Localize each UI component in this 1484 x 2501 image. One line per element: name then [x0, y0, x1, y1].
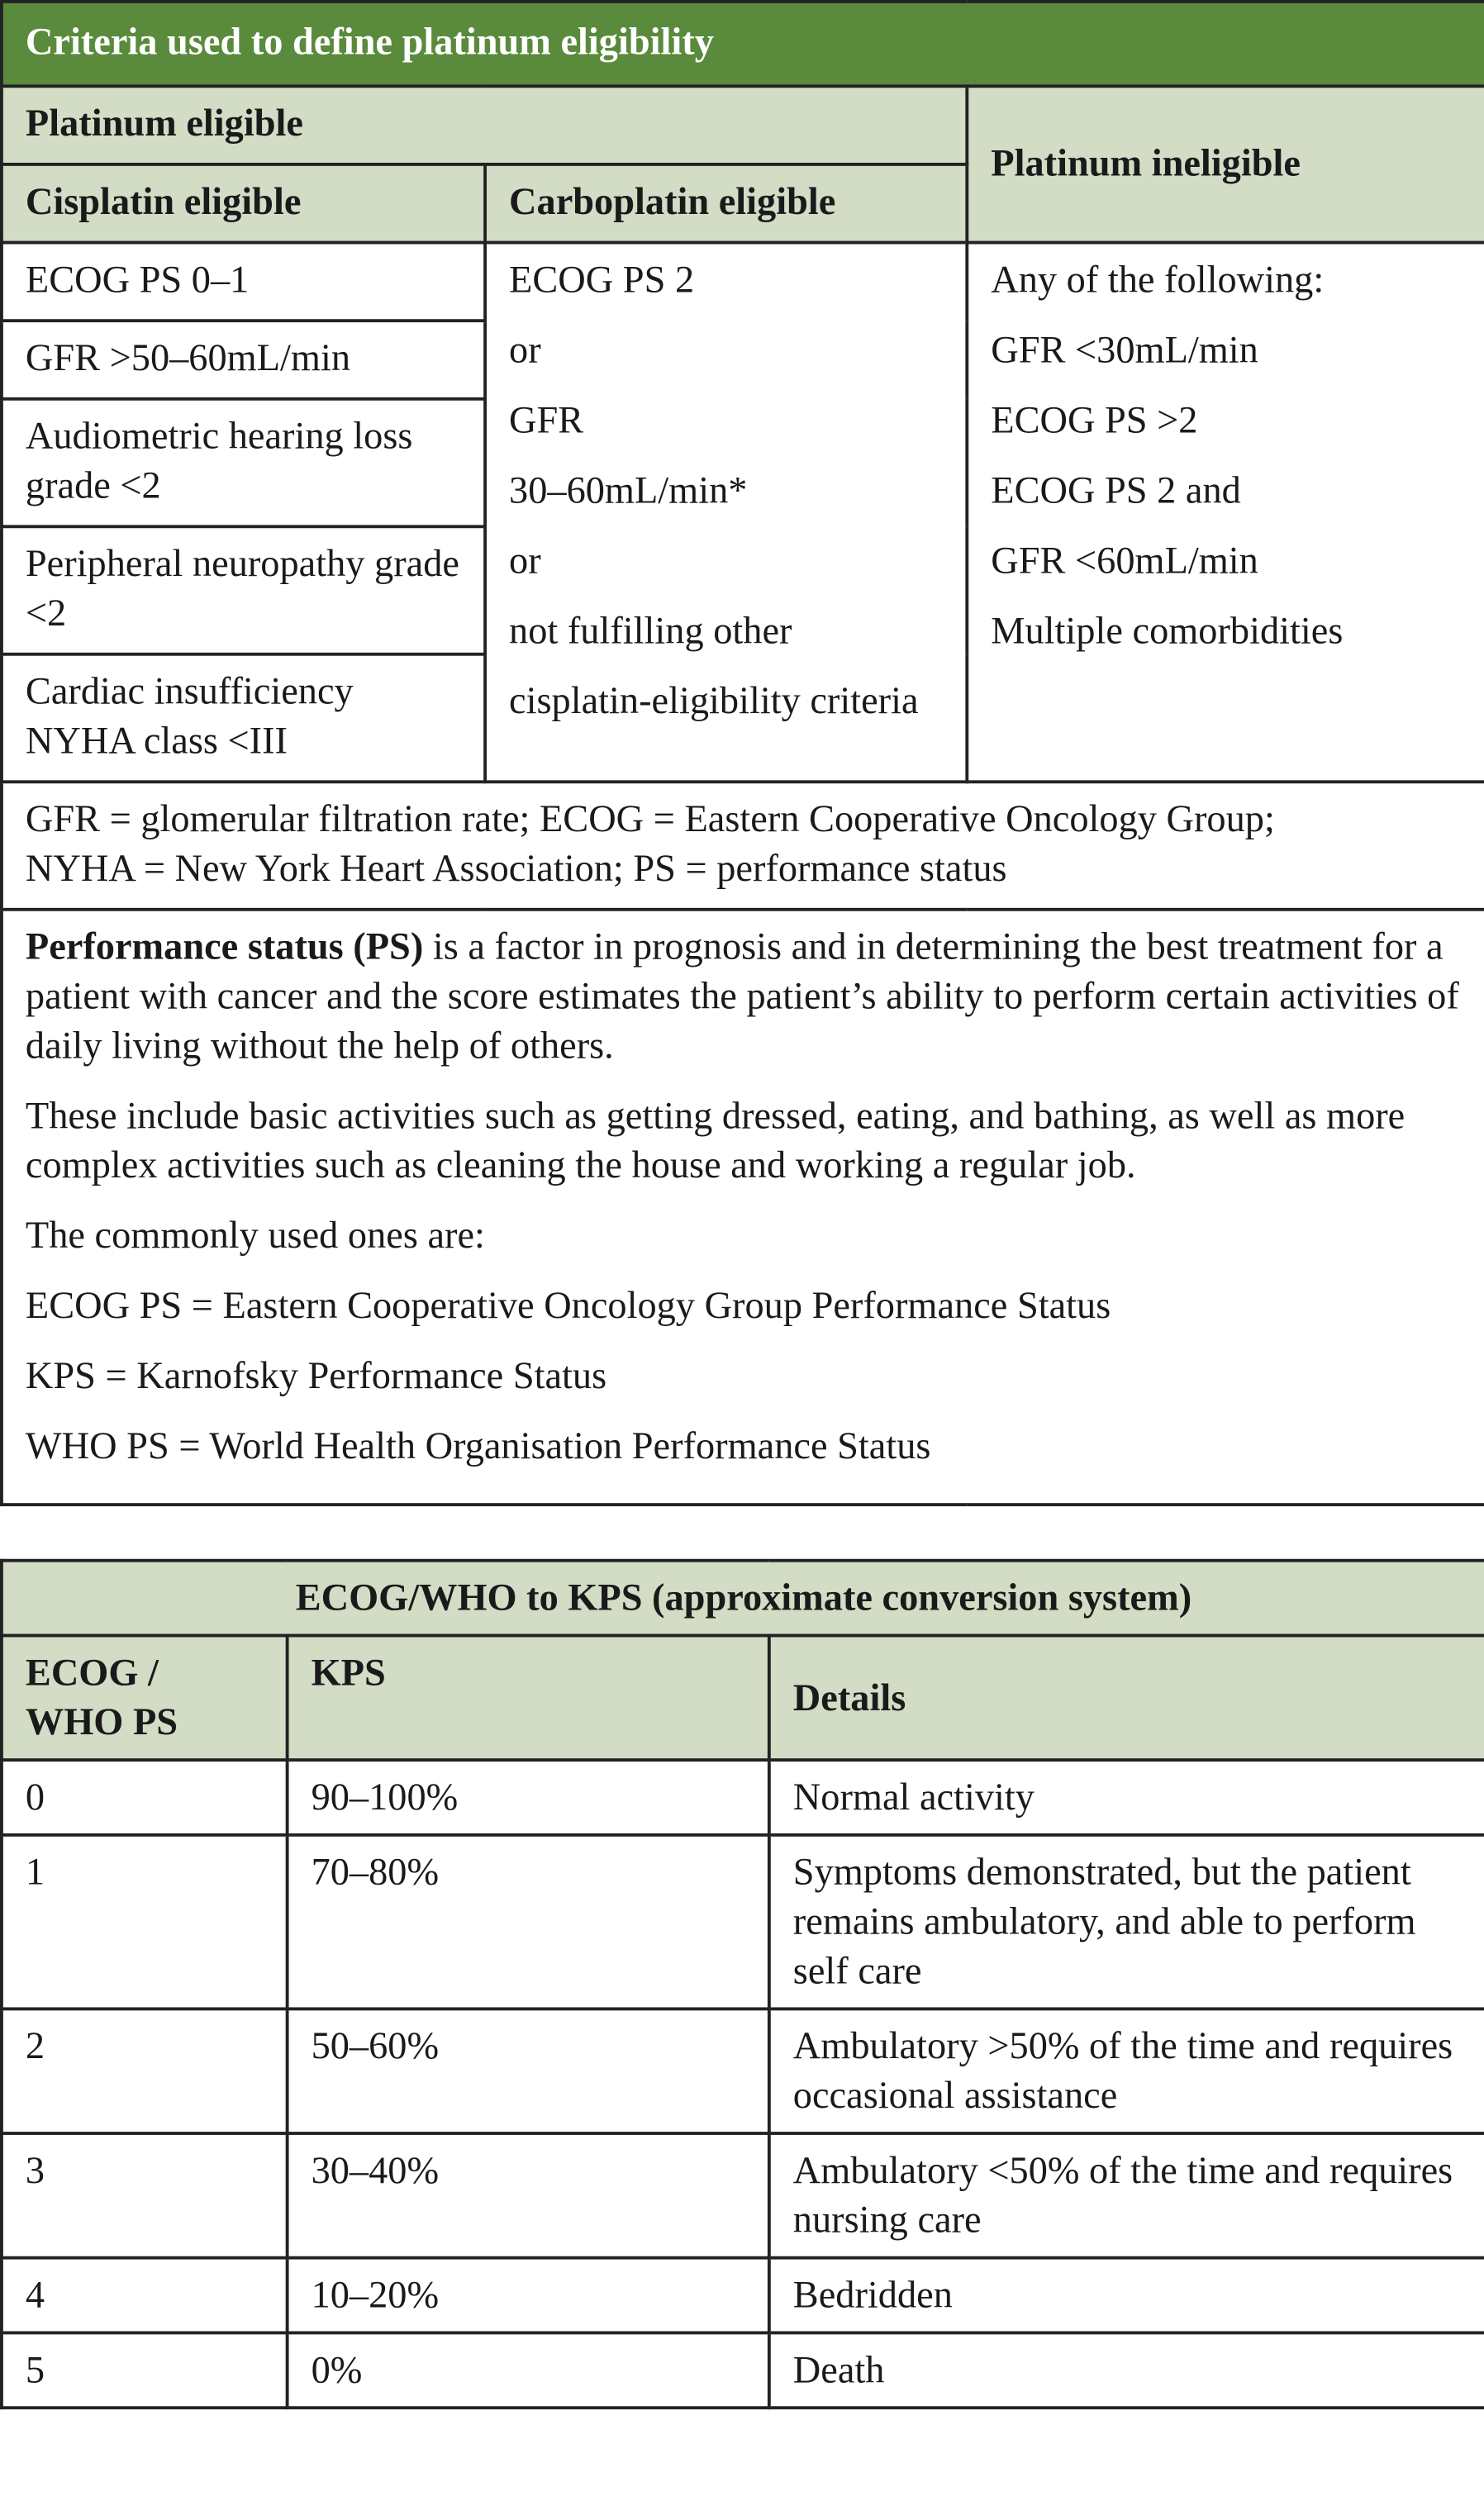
- list-item: ECOG PS 2 and: [991, 470, 1241, 512]
- cell: Ambulatory >50% of the time and requires…: [767, 2007, 1484, 2135]
- cisplatin-cell: Peripheral neuropathy grade <2: [0, 525, 488, 656]
- cell: 0: [0, 1758, 289, 1837]
- table-title: Criteria used to define platinum eligibi…: [0, 0, 1484, 88]
- cell: 70–80%: [285, 1833, 771, 2011]
- cell: 2: [0, 2007, 289, 2135]
- cell: 5: [0, 2331, 289, 2410]
- tr: Cisplatin eligible Carboplatin eligible: [0, 162, 1484, 245]
- cell: 30–40%: [285, 2132, 771, 2260]
- tr: ECOG / WHO PS KPS Details: [0, 1633, 1484, 1762]
- table-title: ECOG/WHO to KPS (approximate conversion …: [0, 1558, 1484, 1638]
- tbody: ECOG/WHO to KPS (approximate conversion …: [0, 1558, 1484, 1762]
- row: Cardiac insufficiency NYHA class <III: [0, 652, 1484, 784]
- row: 0 90–100% Normal activity: [0, 1758, 1484, 1837]
- cell: 1: [0, 1833, 289, 2011]
- header: Platinum eligible: [0, 84, 969, 166]
- row: ECOG PS 0–1 ECOG PS 2 or GFR 30–60mL/min* or n…: [0, 240, 1484, 784]
- row: 2 50–60% Ambulatory >50% of the time and r…: [0, 2007, 1484, 2135]
- row: 3 30–40% Ambulatory <50% of the time and r…: [0, 2132, 1484, 2260]
- tr: Performance status (PS) is a factor in p…: [0, 907, 1484, 1507]
- text: is a factor in prognosis and in determin…: [25, 927, 1459, 1067]
- tbody: Criteria used to define platinum eligibi…: [0, 0, 1484, 245]
- list-item: ECOG PS 2: [509, 259, 695, 302]
- paragraph: WHO PS = World Health Organisation Perfo…: [25, 1426, 931, 1468]
- cisplatin-cell: Audiometric hearing loss grade <2: [0, 397, 488, 529]
- list-item: ECOG PS >2: [991, 400, 1198, 442]
- tbody: 0 90–100% Normal activity 1 70–80% Symptoms d…: [0, 1758, 1484, 2410]
- list-item: not fulfilling other: [509, 611, 792, 653]
- document: Criteria used to define platinum eligibi…: [0, 0, 1484, 2410]
- column-header: ECOG / WHO PS: [0, 1633, 289, 1762]
- list-item: 30–60mL/min*: [509, 470, 748, 512]
- carboplatin-cell: ECOG PS 2 or GFR 30–60mL/min* or not fulfilli…: [483, 240, 969, 784]
- list-item: or: [509, 330, 541, 372]
- tbody: ECOG PS 0–1 ECOG PS 2 or GFR 30–60mL/min* or n…: [0, 240, 1484, 784]
- row: 1 70–80% Symptoms demonstrated, but the pa…: [0, 1833, 1484, 2011]
- cell: 4: [0, 2256, 289, 2335]
- list-item: GFR <60mL/min: [991, 540, 1258, 582]
- list-item: Multiple comorbidities: [991, 611, 1344, 653]
- cell: Symptoms demonstrated, but the patient r…: [767, 1833, 1484, 2011]
- eligibility-table: Criteria used to define platinum eligibi…: [0, 0, 1484, 1507]
- cell: Normal activity: [767, 1758, 1484, 1837]
- cell: Bedridden: [767, 2256, 1484, 2335]
- column-header: Details: [767, 1633, 1484, 1762]
- tr: Platinum eligible Platinum ineligible: [0, 84, 1484, 245]
- tbody: GFR = glomerular filtration rate; ECOG =…: [0, 780, 1484, 1507]
- cisplatin-cell: GFR >50–60mL/min: [0, 319, 488, 401]
- term: Performance status (PS): [25, 927, 424, 969]
- cisplatin-cell: ECOG PS 0–1: [0, 240, 488, 323]
- abbreviations: GFR = glomerular filtration rate; ECOG =…: [0, 780, 1484, 911]
- ineligible-cell: Any of the following: GFR <30mL/min ECOG P…: [965, 240, 1484, 784]
- paragraph: These include basic activities such as g…: [25, 1096, 1406, 1187]
- header: Carboplatin eligible: [483, 162, 969, 245]
- row: GFR >50–60mL/min: [0, 319, 1484, 401]
- row: 4 10–20% Bedridden: [0, 2256, 1484, 2335]
- cell: Death: [767, 2331, 1484, 2410]
- ps-cell: Performance status (PS) is a factor in p…: [0, 907, 1484, 1507]
- cell: 10–20%: [285, 2256, 771, 2335]
- row: 5 0% Death: [0, 2331, 1484, 2410]
- column-header: KPS: [285, 1633, 771, 1762]
- paragraph: ECOG PS = Eastern Cooperative Oncology G…: [25, 1286, 1111, 1328]
- row: Audiometric hearing loss grade <2: [0, 397, 1484, 529]
- list-item: cisplatin-eligibility criteria: [509, 681, 919, 723]
- header: Platinum ineligible: [965, 84, 1484, 245]
- list-item: or: [509, 540, 541, 582]
- paragraph: The commonly used ones are:: [25, 1215, 485, 1258]
- tr: GFR = glomerular filtration rate; ECOG =…: [0, 780, 1484, 911]
- cell: 90–100%: [285, 1758, 771, 1837]
- cisplatin-cell: Cardiac insufficiency NYHA class <III: [0, 652, 488, 784]
- row: Peripheral neuropathy grade <2: [0, 525, 1484, 656]
- cell: 50–60%: [285, 2007, 771, 2135]
- list-item: Any of the following:: [991, 259, 1325, 302]
- header: Cisplatin eligible: [0, 162, 488, 245]
- tr: Criteria used to define platinum eligibi…: [0, 0, 1484, 88]
- paragraph: KPS = Karnofsky Performance Status: [25, 1356, 607, 1398]
- list-item: GFR: [509, 400, 584, 442]
- list-item: GFR <30mL/min: [991, 330, 1258, 372]
- cell: 3: [0, 2132, 289, 2260]
- tr: ECOG/WHO to KPS (approximate conversion …: [0, 1558, 1484, 1638]
- cell: Ambulatory <50% of the time and requires…: [767, 2132, 1484, 2260]
- paragraph: Performance status (PS) is a factor in p…: [26, 924, 1462, 1072]
- conversion-table: ECOG/WHO to KPS (approximate conversion …: [0, 1558, 1484, 2410]
- cell: 0%: [285, 2331, 771, 2410]
- div: [0, 1506, 1484, 1559]
